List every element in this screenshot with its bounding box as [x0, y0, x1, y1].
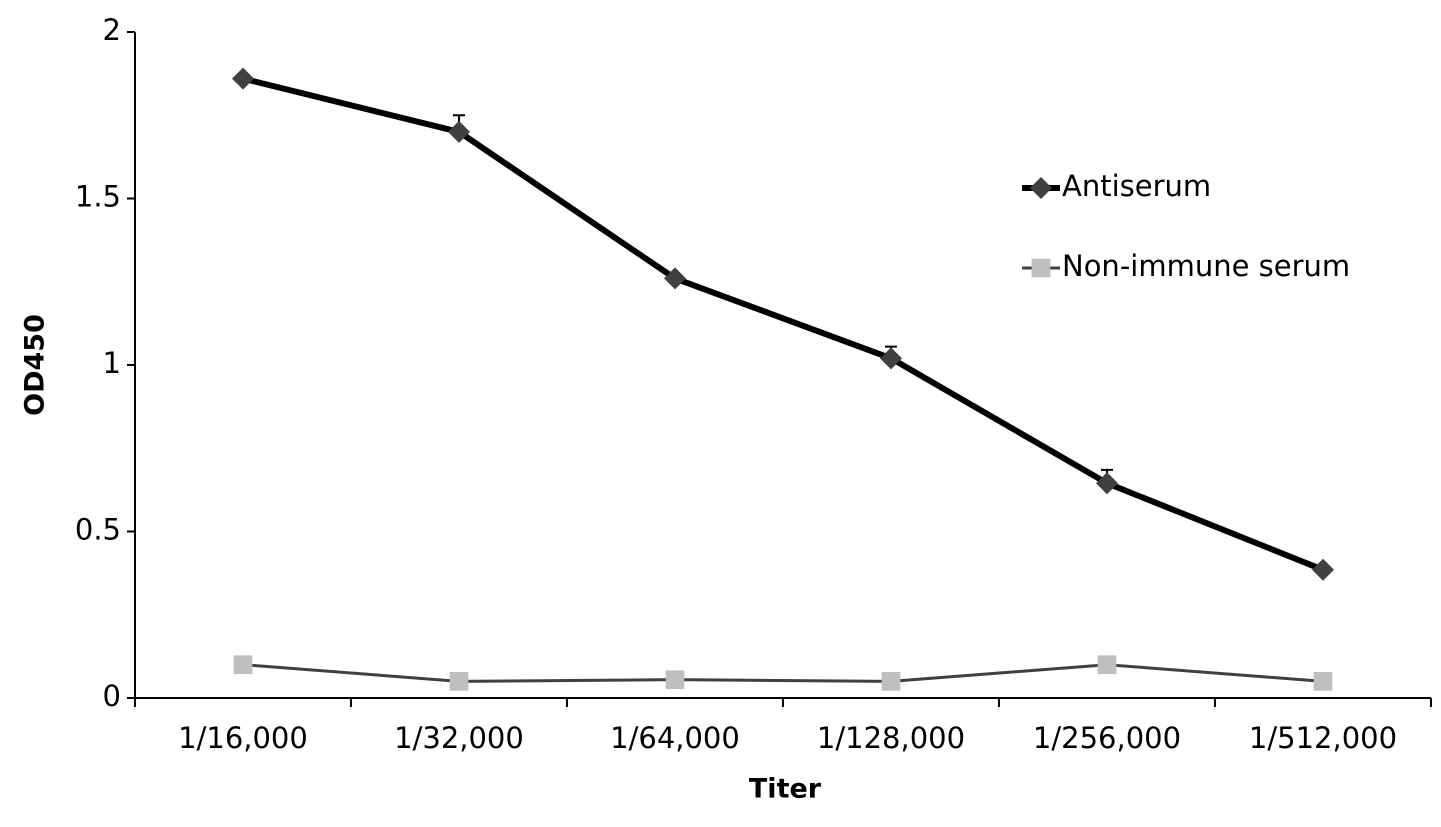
data-point	[1312, 558, 1334, 581]
legend-marker	[1030, 177, 1052, 199]
series-line	[242, 75, 1325, 573]
series-line	[242, 663, 1324, 683]
legend-label: Antiserum	[1062, 169, 1211, 203]
data-point	[233, 655, 253, 675]
data-point	[232, 67, 254, 90]
y-tick-label: 2	[103, 13, 121, 47]
data-point	[449, 672, 469, 691]
legend-marker	[1031, 258, 1051, 278]
data-point	[664, 267, 686, 290]
x-tick-label: 1/32,000	[394, 721, 524, 755]
x-tick-label: 1/128,000	[817, 721, 965, 755]
y-tick-label: 0	[103, 679, 121, 713]
data-point	[1096, 472, 1118, 495]
legend-label: Non-immune serum	[1062, 249, 1350, 283]
x-tick-label: 1/512,000	[1249, 721, 1397, 755]
data-point	[1313, 672, 1333, 691]
data-point	[1097, 655, 1117, 675]
x-tick-label: 1/256,000	[1033, 721, 1181, 755]
y-axis-title: OD450	[20, 314, 51, 416]
data-point	[881, 672, 901, 691]
x-axis-title: Titer	[749, 774, 822, 805]
x-tick-label: 1/64,000	[610, 721, 740, 755]
x-tick-label: 1/16,000	[178, 721, 308, 755]
y-tick-label: 1.5	[75, 180, 121, 214]
y-tick-label: 0.5	[75, 513, 121, 547]
data-point	[448, 120, 470, 143]
y-tick-label: 1	[103, 346, 121, 380]
data-point	[665, 670, 685, 690]
data-point	[880, 347, 902, 370]
